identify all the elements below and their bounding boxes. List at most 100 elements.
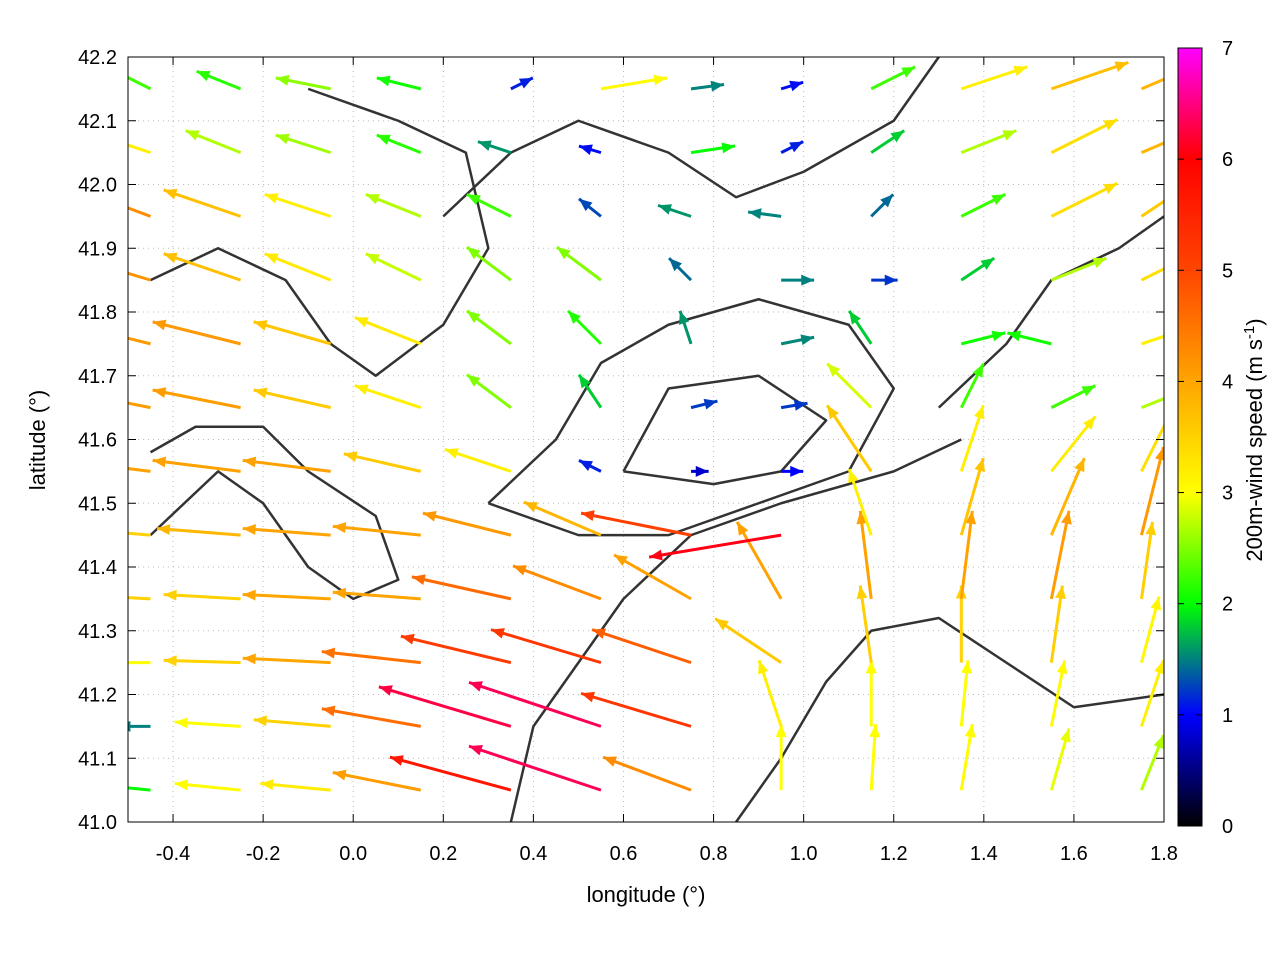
vector-arrowhead — [253, 320, 268, 331]
vector-arrowhead — [1060, 728, 1071, 743]
vector-arrowhead — [400, 633, 415, 645]
vector-arrowhead — [490, 628, 505, 639]
vector-arrowhead — [128, 720, 131, 732]
vector-shaft — [156, 527, 241, 537]
wind-vector — [466, 193, 512, 218]
wind-vector — [163, 589, 241, 601]
vector-arrowhead — [466, 310, 481, 323]
vector-arrowhead — [444, 448, 459, 459]
wind-vector — [152, 387, 241, 410]
wind-vector — [275, 75, 331, 91]
vector-arrowhead — [523, 502, 538, 513]
colorbar-label: 200m-wind speed (m s-1) — [1241, 318, 1267, 561]
vector-arrowhead — [775, 724, 787, 738]
vector-arrowhead — [152, 456, 167, 468]
colorbar-ticks: 0 1 2 3 4 5 6 7 — [1178, 38, 1233, 838]
wind-vector — [959, 660, 973, 727]
vector-arrowhead — [260, 779, 274, 791]
y-tick-label: 42.1 — [78, 111, 117, 133]
vector-shaft — [1140, 397, 1164, 410]
vector-arrowhead — [242, 589, 256, 601]
wind-vector — [264, 192, 332, 218]
y-tick-label: 42.0 — [78, 175, 117, 197]
vector-shaft — [253, 388, 332, 410]
vector-arrowhead — [869, 724, 881, 738]
vector-shaft — [1049, 510, 1071, 600]
vector-shaft — [332, 771, 422, 792]
wind-vector — [468, 744, 602, 792]
vector-arrowhead — [801, 274, 815, 286]
vector-arrowhead — [1056, 660, 1068, 675]
wind-vector — [678, 310, 693, 345]
vector-arrowhead — [354, 384, 369, 395]
vector-shaft — [128, 75, 152, 91]
vector-shaft — [825, 404, 873, 473]
vector-shaft — [332, 524, 421, 537]
vector-arrowhead — [411, 574, 426, 585]
vector-shaft — [858, 510, 873, 600]
vector-shaft — [1140, 446, 1164, 536]
wind-vector — [343, 451, 422, 473]
wind-vector — [152, 456, 241, 473]
x-axis-label: longitude (°) — [587, 882, 706, 907]
vector-arrowhead — [884, 274, 898, 286]
wind-vector — [253, 387, 332, 410]
vector-arrowhead — [669, 258, 683, 272]
wind-vector — [253, 320, 332, 346]
vector-arrowhead — [1145, 521, 1157, 536]
wind-vector — [465, 309, 512, 346]
wind-vector — [1050, 182, 1119, 218]
vector-shaft — [343, 452, 422, 473]
wind-vector — [825, 404, 873, 473]
vector-arrowhead — [578, 460, 593, 472]
wind-vector — [128, 75, 152, 91]
terrain-contours — [149, 57, 1164, 822]
vector-shaft — [242, 527, 331, 537]
wind-vector — [657, 203, 692, 218]
wind-vector — [856, 510, 873, 600]
vector-arrowhead — [1013, 65, 1028, 77]
vector-arrowhead — [365, 194, 380, 205]
vector-arrowhead — [389, 755, 404, 766]
x-tick-label: 1.2 — [880, 843, 908, 865]
wind-vector — [128, 206, 152, 218]
wind-vector — [578, 144, 602, 155]
vector-arrowhead — [163, 655, 177, 667]
wind-vector — [128, 720, 151, 732]
vector-arrowhead — [578, 374, 591, 389]
wind-vector — [780, 334, 815, 346]
wind-vector — [128, 786, 151, 792]
wind-vector — [1050, 61, 1129, 91]
colorbar-tick-label: 2 — [1222, 594, 1233, 616]
contour-line — [735, 616, 1164, 822]
vector-shaft — [490, 628, 602, 665]
wind-vector — [1049, 660, 1068, 727]
wind-vector — [332, 522, 421, 537]
wind-vector — [1049, 585, 1066, 663]
vector-arrowhead — [964, 724, 976, 738]
wind-vector — [152, 319, 241, 346]
wind-vector — [613, 553, 692, 601]
vector-shaft — [648, 533, 782, 559]
vector-arrowhead — [695, 465, 709, 477]
x-tick-label: -0.2 — [246, 843, 280, 865]
vector-shaft — [128, 596, 151, 601]
wind-vector — [780, 80, 804, 92]
vector-arrowhead — [710, 80, 725, 92]
wind-vector — [869, 724, 881, 791]
vector-arrowhead — [275, 75, 290, 86]
wind-vector — [275, 133, 332, 155]
wind-vector — [365, 192, 422, 218]
vector-arrowhead — [603, 756, 618, 767]
vector-arrowhead — [827, 363, 841, 377]
wind-vector — [781, 465, 804, 477]
wind-vector — [690, 142, 736, 155]
wind-vector — [747, 208, 782, 220]
vector-shaft — [580, 511, 692, 537]
wind-vector — [757, 659, 783, 727]
vector-shaft — [253, 320, 332, 346]
wind-vector — [1140, 77, 1164, 91]
vector-arrowhead — [196, 71, 211, 82]
wind-vector — [1139, 521, 1157, 600]
